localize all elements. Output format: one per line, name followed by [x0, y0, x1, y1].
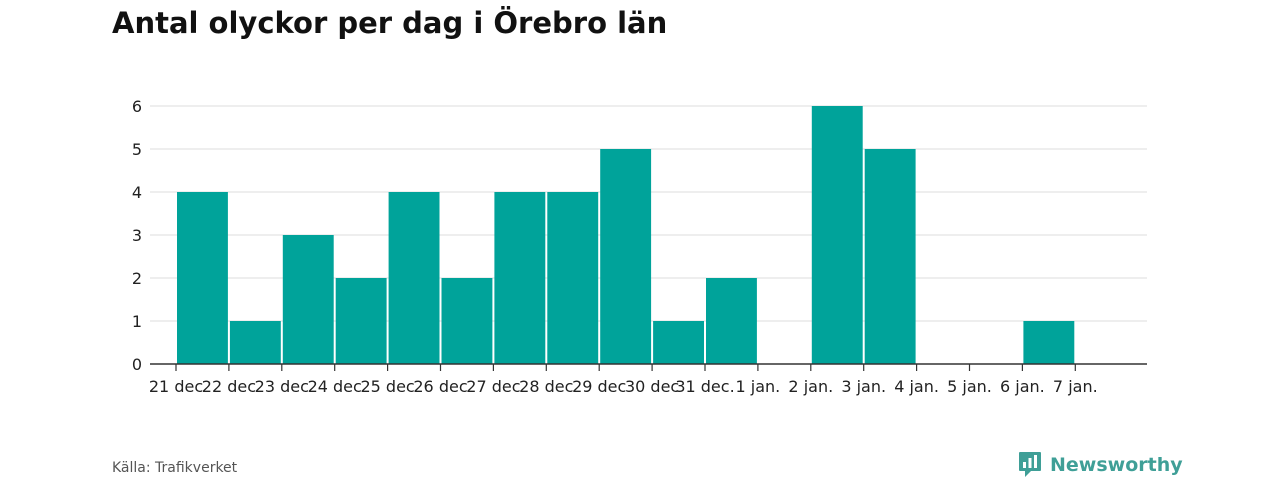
x-tick-label-5: 26 dec [413, 377, 467, 396]
brand-logo: Newsworthy [1018, 451, 1183, 478]
bar-3-jan [864, 149, 916, 364]
x-tick-label-3: 24 dec [308, 377, 362, 396]
bar-23-dec [282, 235, 334, 364]
bar-31-dec [706, 278, 757, 364]
bar-2-jan [811, 106, 863, 364]
brand-name: Newsworthy [1050, 453, 1183, 476]
newsworthy-logo-icon [1019, 452, 1041, 477]
x-tick-label-13: 3 jan. [841, 377, 886, 396]
x-tick-label-16: 6 jan. [1000, 377, 1045, 396]
x-tick-label-17: 7 jan. [1053, 377, 1098, 396]
bar-28-dec [547, 192, 599, 364]
y-tick-label-6: 6 [132, 97, 142, 116]
x-tick-label-6: 27 dec [466, 377, 520, 396]
y-axis-ticks: 0 1 2 3 4 5 6 [132, 97, 142, 374]
bar-6-jan [1023, 321, 1075, 364]
bars [177, 106, 1075, 364]
y-tick-label-4: 4 [132, 183, 142, 202]
x-tick-label-0: 21 dec [149, 377, 203, 396]
x-tick-label-10: 31 dec. [675, 377, 734, 396]
x-tick-label-2: 23 dec [255, 377, 309, 396]
chart-title: Antal olyckor per dag i Örebro län [112, 6, 668, 40]
bar-24-dec [335, 278, 387, 364]
x-tick-label-4: 25 dec [360, 377, 414, 396]
y-tick-label-3: 3 [132, 226, 142, 245]
bar-25-dec [388, 192, 440, 364]
source-label: Källa: Trafikverket [112, 460, 238, 476]
y-tick-label-5: 5 [132, 140, 142, 159]
x-tick-label-15: 5 jan. [947, 377, 992, 396]
x-tick-label-7: 28 dec [519, 377, 573, 396]
bar-26-dec [441, 278, 493, 364]
bar-29-dec [600, 149, 652, 364]
y-tick-label-0: 0 [132, 355, 142, 374]
x-tick-label-1: 22 dec [202, 377, 256, 396]
x-tick-label-11: 1 jan. [736, 377, 781, 396]
bar-30-dec [653, 321, 704, 364]
x-tick-label-8: 29 dec [572, 377, 626, 396]
y-tick-label-2: 2 [132, 269, 142, 288]
x-tick-label-12: 2 jan. [788, 377, 833, 396]
bar-22-dec [229, 321, 281, 364]
bar-27-dec [494, 192, 546, 364]
y-tick-label-1: 1 [132, 312, 142, 331]
bar-21-dec [177, 192, 228, 364]
x-tick-label-14: 4 jan. [894, 377, 939, 396]
x-tick-label-9: 30 dec [625, 377, 679, 396]
